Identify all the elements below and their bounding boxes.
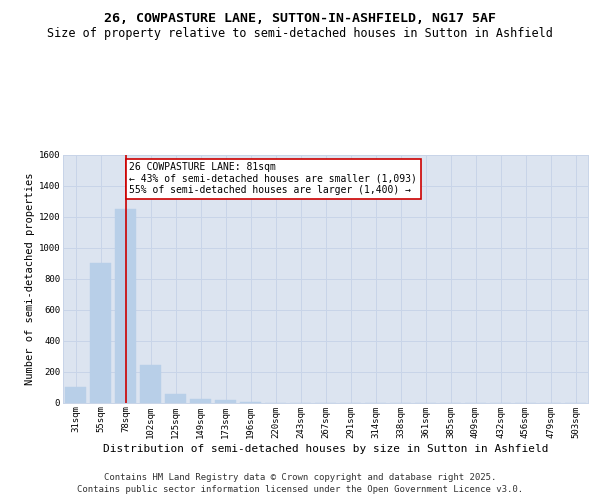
Bar — [115, 209, 136, 402]
Bar — [165, 394, 186, 402]
Bar — [65, 387, 86, 402]
Bar — [90, 264, 111, 402]
Text: Contains public sector information licensed under the Open Government Licence v3: Contains public sector information licen… — [77, 485, 523, 494]
Bar — [190, 400, 211, 402]
Text: 26, COWPASTURE LANE, SUTTON-IN-ASHFIELD, NG17 5AF: 26, COWPASTURE LANE, SUTTON-IN-ASHFIELD,… — [104, 12, 496, 26]
Text: Contains HM Land Registry data © Crown copyright and database right 2025.: Contains HM Land Registry data © Crown c… — [104, 472, 496, 482]
X-axis label: Distribution of semi-detached houses by size in Sutton in Ashfield: Distribution of semi-detached houses by … — [103, 444, 548, 454]
Y-axis label: Number of semi-detached properties: Number of semi-detached properties — [25, 172, 35, 385]
Text: 26 COWPASTURE LANE: 81sqm
← 43% of semi-detached houses are smaller (1,093)
55% : 26 COWPASTURE LANE: 81sqm ← 43% of semi-… — [129, 162, 417, 195]
Bar — [215, 400, 236, 402]
Text: Size of property relative to semi-detached houses in Sutton in Ashfield: Size of property relative to semi-detach… — [47, 28, 553, 40]
Bar — [140, 366, 161, 403]
